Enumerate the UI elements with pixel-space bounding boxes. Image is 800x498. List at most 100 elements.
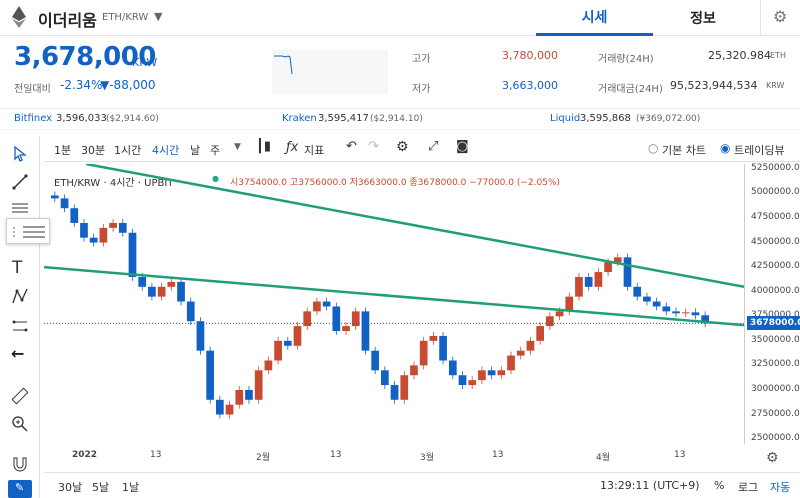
axis-settings-icon[interactable]: ⚙ [766, 450, 779, 466]
change-percent: -2.34% [60, 78, 103, 92]
amount-unit: KRW [766, 81, 785, 90]
camera-icon[interactable]: ◙ [456, 139, 469, 154]
candle [60, 198, 69, 209]
function-icon[interactable]: ƒx [286, 140, 299, 155]
chevron-down-icon[interactable]: ▼ [234, 142, 241, 152]
percent-toggle[interactable]: % [714, 479, 725, 492]
fullscreen-icon[interactable]: ⤢ [428, 139, 439, 154]
drag-handle-popup[interactable] [6, 218, 50, 244]
candle [322, 301, 331, 307]
interval-4h[interactable]: 4시간 [152, 144, 180, 157]
ethereum-icon [12, 6, 26, 28]
trendline-icon[interactable] [10, 172, 30, 192]
settings-button[interactable]: ⚙ [760, 0, 800, 36]
candle [410, 365, 418, 376]
exchange-name[interactable]: Kraken [282, 113, 317, 124]
candle [109, 222, 117, 228]
trendline[interactable] [43, 265, 745, 327]
forecast-icon[interactable] [10, 316, 30, 336]
y-tick: 4250000.0 [751, 261, 800, 272]
candle [235, 389, 244, 405]
tab-quote[interactable]: 시세 [536, 0, 653, 36]
indicator-button[interactable]: 지표 [304, 144, 325, 157]
price-unit: KRW [132, 56, 158, 69]
candle [390, 385, 399, 400]
y-tick: 4000000.0 [751, 285, 800, 296]
candles-icon[interactable]: ┃▮ [256, 139, 271, 154]
candle [546, 316, 554, 327]
settings-gear-icon[interactable]: ⚙ [396, 139, 409, 155]
tab-info[interactable]: 정보 [690, 11, 716, 27]
radio-tradingview-icon[interactable]: ◉ [720, 141, 731, 155]
log-toggle[interactable]: 로그 [738, 481, 759, 494]
candle [613, 257, 622, 263]
fib-icon [13, 226, 45, 238]
magnet-icon[interactable] [10, 454, 30, 474]
time-axis[interactable]: 2022 13 2월 13 3월 13 4월 13 [44, 446, 744, 466]
trendline[interactable] [85, 162, 745, 289]
interval-30m[interactable]: 30분 [81, 144, 106, 157]
range-5d[interactable]: 5날 [92, 481, 110, 494]
auto-toggle[interactable]: 자동 [770, 481, 791, 494]
candle [701, 315, 709, 324]
back-arrow-icon[interactable]: ← [11, 344, 25, 363]
candle [448, 360, 457, 376]
chart-canvas[interactable] [43, 162, 745, 444]
candle [507, 355, 515, 371]
candle [138, 276, 147, 287]
chart-toolbar: 1분 30분 1시간 4시간 날 주 ▼ ┃▮ ƒx 지표 ↶ ↷ ⚙ ⤢ ◙ … [44, 136, 800, 162]
interval-1m[interactable]: 1분 [54, 144, 72, 157]
mode-tradingview[interactable]: 트레이딩뷰 [734, 144, 785, 157]
candle [245, 389, 253, 400]
volume-label: 거래량(24H) [598, 54, 654, 65]
y-tick: 5250000.0 [751, 162, 800, 173]
candle [468, 380, 477, 386]
candle [118, 222, 127, 233]
exchange-name[interactable]: Bitfinex [14, 113, 53, 124]
candle [303, 311, 312, 327]
candle [458, 375, 467, 386]
zoom-in-icon[interactable] [10, 414, 30, 434]
redo-icon[interactable]: ↷ [368, 139, 379, 154]
candle [691, 312, 700, 316]
interval-day[interactable]: 날 [190, 144, 201, 157]
candle [167, 281, 176, 287]
candle [478, 370, 486, 381]
candle [526, 340, 535, 351]
exchange-ref: ($2,914.60) [106, 114, 159, 124]
candle [128, 232, 137, 277]
candle [429, 335, 438, 341]
exchange-name[interactable]: Liquid [550, 113, 581, 124]
text-icon[interactable]: T [12, 258, 23, 278]
interval-week[interactable]: 주 [210, 144, 221, 157]
horizontal-lines-icon[interactable] [10, 198, 30, 218]
candle [536, 326, 544, 341]
lock-button[interactable]: ✎ [8, 480, 32, 498]
clock-readout[interactable]: 13:29:11 (UTC+9) [600, 479, 700, 492]
mode-basic-chart[interactable]: 기본 차트 [662, 144, 706, 157]
range-1d[interactable]: 1날 [122, 481, 140, 494]
range-30d[interactable]: 30날 [58, 481, 83, 494]
price-chart[interactable] [43, 162, 745, 444]
candle [70, 208, 79, 223]
radio-basic-icon[interactable]: ○ [648, 141, 659, 155]
candle [274, 340, 282, 361]
ruler-icon[interactable] [10, 386, 30, 406]
low-value: 3,663,000 [502, 79, 558, 92]
interval-1h[interactable]: 1시간 [114, 144, 142, 157]
current-price: 3,678,000 [14, 42, 156, 72]
y-tick: 4500000.0 [751, 236, 800, 247]
candle [439, 335, 447, 361]
undo-icon[interactable]: ↶ [346, 139, 357, 154]
candle [672, 311, 680, 314]
candle [361, 311, 370, 351]
coin-name: 이더리움 [38, 11, 97, 30]
mini-chart-line [274, 55, 293, 75]
cursor-icon[interactable] [10, 144, 30, 164]
chevron-down-icon[interactable]: ▼ [154, 10, 163, 23]
price-axis[interactable]: 5250000.0 5000000.0 4750000.0 4500000.0 4250… [744, 162, 800, 444]
candle [633, 286, 642, 297]
candle [584, 276, 593, 287]
pattern-icon[interactable] [10, 286, 30, 306]
candle [652, 301, 661, 307]
